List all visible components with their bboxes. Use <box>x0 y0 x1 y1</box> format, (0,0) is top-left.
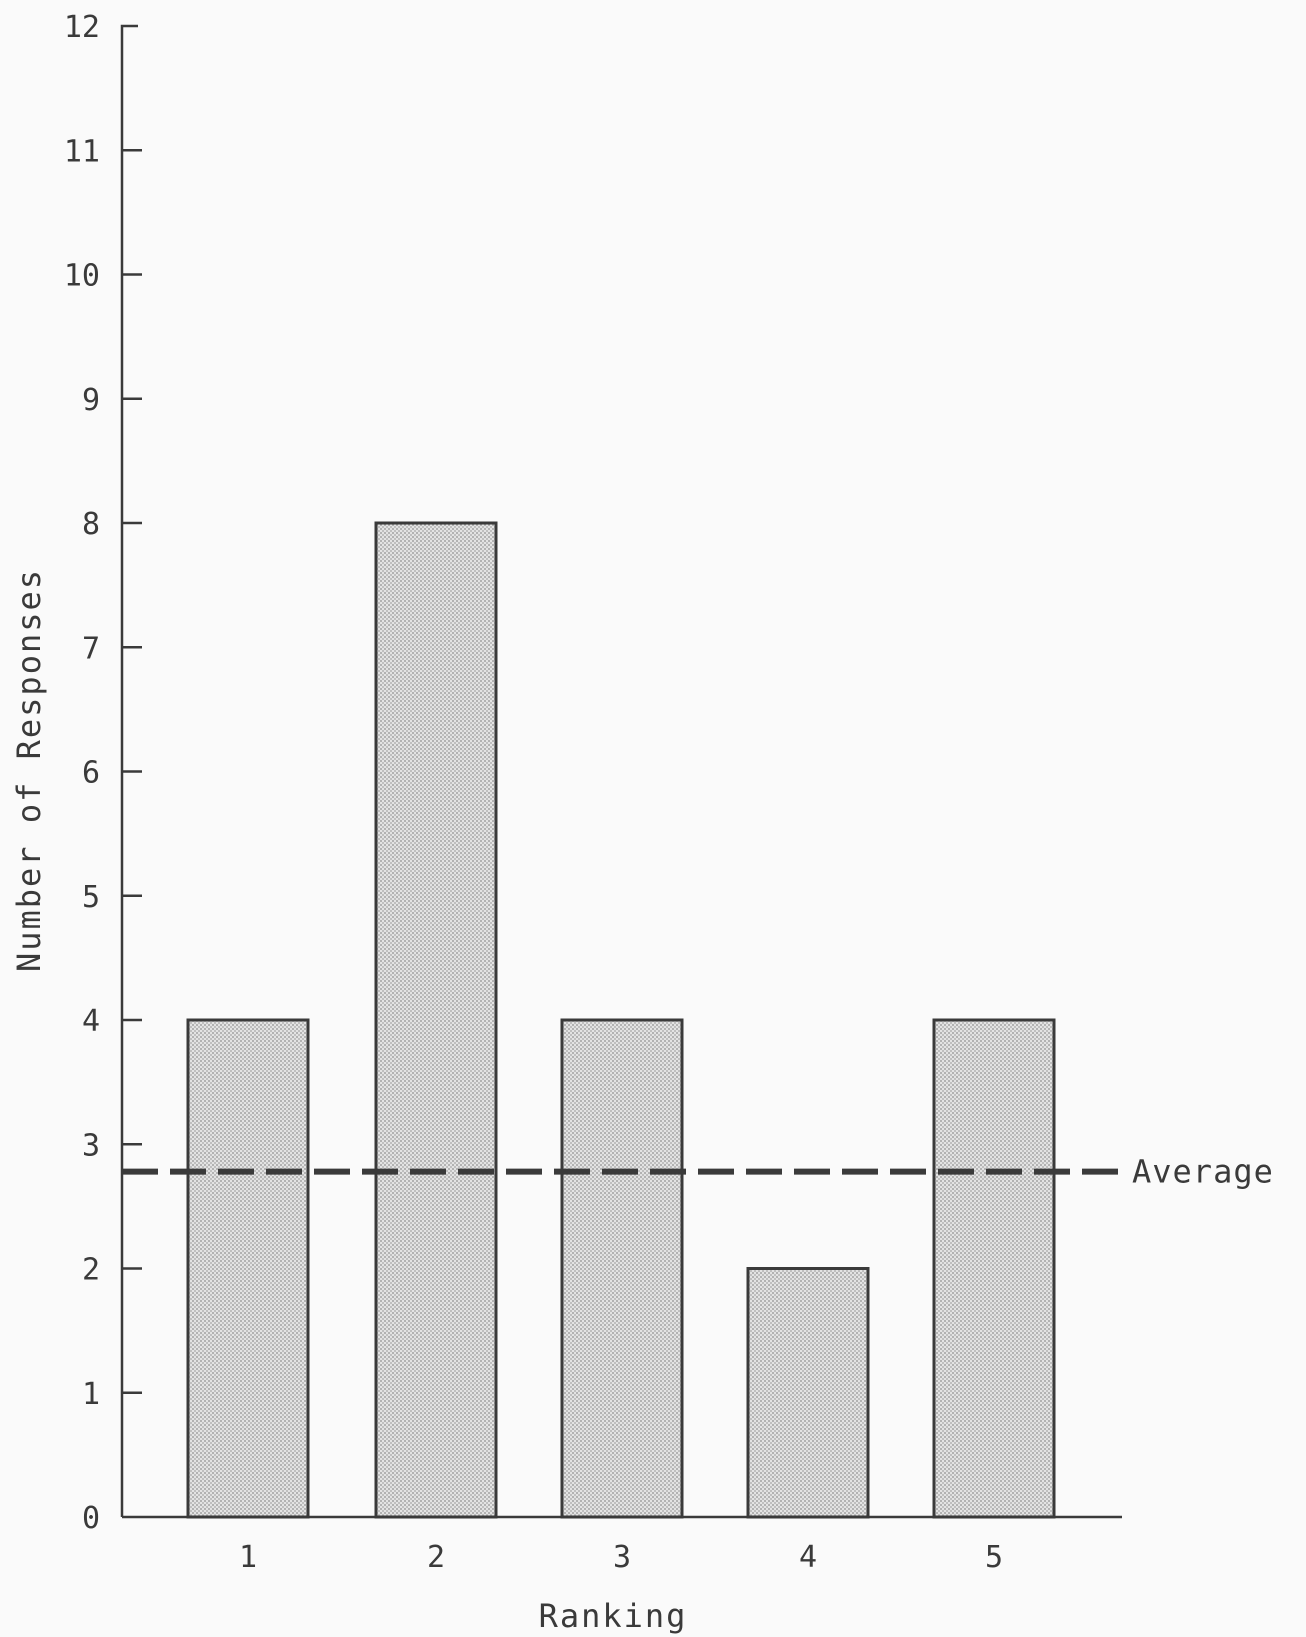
y-tick-label: 5 <box>82 880 100 915</box>
y-tick-label: 2 <box>82 1253 100 1288</box>
bar-1 <box>186 1018 310 1519</box>
y-tick-label: 6 <box>82 756 100 791</box>
x-tick-label: 2 <box>427 1540 445 1575</box>
y-tick-label: 11 <box>64 134 100 169</box>
x-tick-label: 3 <box>613 1540 631 1575</box>
average-label: Average <box>1132 1153 1274 1191</box>
y-tick-label: 8 <box>82 507 100 542</box>
y-tick-label: 4 <box>82 1004 100 1039</box>
y-tick-label: 1 <box>82 1377 100 1412</box>
y-tick-label: 12 <box>64 10 100 45</box>
y-tick-label: 3 <box>82 1128 100 1163</box>
y-tick-label: 0 <box>82 1501 100 1536</box>
bar-4 <box>746 1267 870 1519</box>
bar-2 <box>374 521 498 1519</box>
bars <box>186 521 1056 1519</box>
bar-5 <box>932 1018 1056 1519</box>
y-tick-label: 7 <box>82 631 100 666</box>
x-tick-label: 5 <box>985 1540 1003 1575</box>
y-tick-label: 9 <box>82 383 100 418</box>
x-tick-label: 4 <box>799 1540 817 1575</box>
y-axis-title: Number of Responses <box>10 568 48 972</box>
y-axis-line <box>120 24 138 1517</box>
y-tick-label: 10 <box>64 259 100 294</box>
x-tick-label: 1 <box>239 1540 257 1575</box>
bar-3 <box>560 1018 684 1519</box>
x-axis-title: Ranking <box>539 1597 688 1635</box>
x-axis-ticks: 1 2 3 4 5 <box>239 1540 1003 1575</box>
